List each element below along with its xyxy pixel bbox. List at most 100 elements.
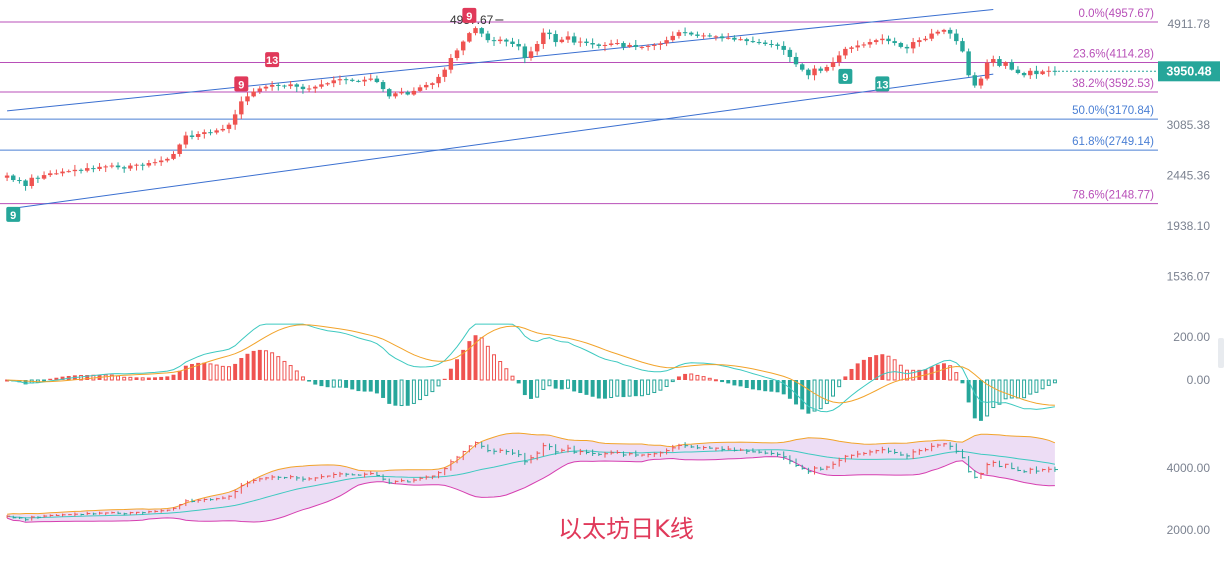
candle-body (775, 44, 780, 46)
candle-body (220, 128, 226, 131)
candle-body (886, 38, 891, 42)
candle-body (602, 44, 608, 46)
macd-bar (288, 365, 293, 381)
td-marker (875, 76, 890, 92)
candle-body (504, 39, 509, 42)
candle-body (738, 39, 743, 41)
macd-bar (331, 379, 336, 388)
macd-bar (695, 374, 700, 381)
macd-bar (85, 374, 90, 380)
candle-body (1046, 70, 1051, 72)
macd-bar (991, 379, 996, 409)
macd-bar (1052, 379, 1057, 384)
candle-body (867, 42, 873, 45)
candle-body (189, 135, 195, 137)
macd-bar (134, 377, 139, 380)
candle-body (158, 160, 164, 163)
candle-body (331, 80, 336, 84)
macd-bar (1015, 379, 1020, 399)
macd-bar (948, 365, 953, 381)
macd-bar (1009, 379, 1014, 399)
macd-bar (868, 357, 872, 380)
candle-body (707, 35, 712, 37)
macd-tick-label: 200.00 (1173, 330, 1210, 344)
candle-body (226, 124, 232, 129)
candle-body (812, 68, 817, 76)
macd-bar (559, 380, 564, 390)
macd-bar (159, 376, 164, 380)
macd-bar (800, 380, 805, 410)
td-markers: 9 9 13 9 9 13 (6, 7, 890, 222)
macd-bar (590, 380, 595, 397)
candle-body (793, 56, 799, 65)
macd-line (7, 324, 1055, 406)
macd-bar (54, 377, 59, 380)
macd-bar (602, 380, 607, 399)
candle-body (121, 167, 127, 169)
scale-drag-handle[interactable] (1218, 338, 1224, 368)
candle-body (880, 38, 885, 41)
candle-body (1009, 62, 1014, 70)
macd-bar (220, 365, 225, 381)
candle-body (553, 34, 558, 43)
macd-bar (972, 380, 977, 419)
candle-body (621, 43, 626, 47)
candle-body (387, 89, 392, 97)
candle-body (343, 79, 349, 81)
candle-body (917, 40, 922, 43)
candle-body (214, 130, 219, 133)
candle-body (596, 44, 602, 46)
fibonacci-levels: 0.0%(4957.67) 23.6%(4114.28) 38.2%(3592.53… (0, 8, 1158, 205)
candle-body (41, 175, 47, 179)
macd-bar (615, 379, 620, 397)
candle-body (843, 48, 848, 56)
candle-body (380, 82, 386, 90)
macd-bar (337, 379, 342, 388)
macd-bar (652, 379, 657, 394)
candle-body (54, 173, 59, 175)
td-marker (462, 7, 477, 23)
candles: 4957.67 (4, 13, 1058, 191)
macd-bar (498, 361, 503, 381)
macd-bar (670, 379, 675, 383)
candle-body (325, 83, 330, 85)
td-marker (6, 206, 21, 222)
candle-body (652, 44, 657, 46)
macd-bar (344, 380, 349, 388)
candle-body (430, 83, 435, 85)
price-axis: 4911.78 3085.38 2445.36 1938.10 1536.07 3950.… (1058, 17, 1220, 284)
macd-bar (325, 380, 330, 388)
macd-bar (572, 380, 577, 392)
candle-body (960, 41, 965, 52)
macd-bar (744, 380, 749, 388)
fib-level-label: 0.0%(4957.67) (1079, 8, 1155, 20)
macd-bar (646, 379, 651, 395)
candle-body (836, 55, 842, 63)
macd-bar (282, 360, 287, 381)
macd-bar (843, 376, 848, 380)
candle-body (362, 79, 367, 82)
candle-body (257, 88, 263, 92)
macd-bar (276, 356, 281, 381)
macd-bar (818, 379, 823, 410)
macd-bar (732, 380, 737, 386)
candle-body (269, 84, 275, 87)
macd-bar (831, 379, 835, 397)
candle-body (448, 58, 454, 70)
macd-bar (763, 380, 768, 392)
macd-bar (726, 380, 731, 384)
candle-body (393, 93, 398, 97)
macd-bar (245, 353, 250, 380)
macd-bar (183, 365, 188, 380)
candle-body (578, 41, 583, 43)
macd-panel: 200.00 0.00 (5, 323, 1210, 421)
bollinger-lower (6, 456, 1055, 523)
macd-bar (941, 363, 946, 380)
macd-bar (239, 358, 244, 380)
candle-body (954, 33, 959, 42)
macd-bar (516, 380, 521, 384)
macd-bar (263, 350, 268, 381)
candle-body (522, 46, 528, 59)
candle-body (701, 35, 706, 37)
